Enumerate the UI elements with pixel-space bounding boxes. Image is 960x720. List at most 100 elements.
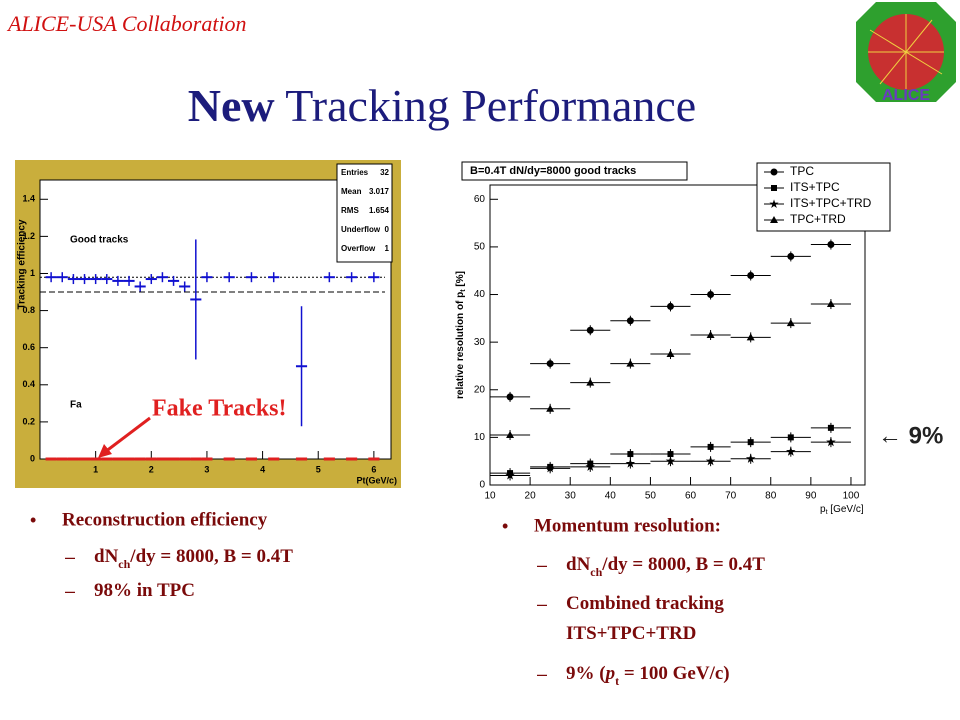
text-part: p	[820, 504, 826, 515]
dash: –	[65, 547, 75, 567]
legend-marker	[770, 168, 778, 176]
marker	[666, 302, 674, 310]
x-tick-label: 10	[484, 491, 496, 502]
y-tick-label: 0.6	[22, 342, 35, 352]
stats-label: Mean	[341, 187, 362, 196]
x-tick-label: 3	[204, 464, 209, 474]
text-part: t	[615, 674, 619, 688]
y-tick-label: 0.8	[22, 305, 35, 315]
marker	[626, 317, 634, 325]
y-tick-label: 0	[479, 480, 485, 491]
plot-area	[39, 179, 392, 460]
bullet: •	[30, 510, 36, 530]
sub-bullet-text: dNch/dy = 8000, B = 0.4T	[94, 546, 293, 570]
marker	[585, 461, 595, 471]
marker	[545, 463, 555, 473]
x-tick-label: 1	[93, 464, 98, 474]
x-tick-label: 5	[316, 464, 321, 474]
x-tick-label: 90	[805, 491, 817, 502]
text-part: Tracking Performance	[275, 80, 697, 131]
text-part: p	[604, 663, 616, 684]
marker	[665, 456, 676, 466]
text-part: [%]	[455, 271, 466, 289]
marker	[627, 451, 634, 458]
stats-value: 1.654	[369, 206, 390, 215]
callout-arrowhead	[98, 444, 112, 458]
y-tick-label: 60	[474, 194, 486, 205]
marker	[745, 453, 756, 463]
text-part: dN	[566, 554, 591, 575]
sub-bullet-text: ITS+TPC+TRD	[566, 623, 696, 644]
x-tick-label: 80	[765, 491, 777, 502]
stats-box	[336, 163, 393, 263]
logo: ALICE	[856, 2, 956, 104]
stats-label: RMS	[341, 206, 359, 215]
marker	[625, 458, 636, 468]
marker	[667, 451, 674, 458]
text-part: t	[826, 509, 828, 516]
legend-marker	[770, 216, 778, 223]
org-name: ALICE-USA Collaboration	[6, 11, 247, 36]
marker	[786, 319, 795, 327]
bullets: • Reconstruction efficiency– dNch/dy = 800…	[30, 509, 765, 687]
sub-bullet-text: Combined tracking	[566, 593, 724, 614]
y-tick-label: 50	[474, 242, 486, 253]
x-tick-label: 100	[843, 491, 860, 502]
y-tick-label: 1.4	[22, 194, 35, 204]
plot-area	[489, 184, 866, 486]
stats-value: 3.017	[369, 187, 390, 196]
marker	[707, 443, 714, 450]
sub-bullet-text: dNch/dy = 8000, B = 0.4T	[566, 554, 765, 578]
x-tick-label: 6	[371, 464, 376, 474]
y-tick-label: 0.4	[22, 379, 35, 389]
marker	[787, 434, 794, 441]
y-tick-label: 30	[474, 337, 486, 348]
marker	[626, 359, 635, 367]
x-tick-label: 4	[260, 464, 265, 474]
legend-label: ITS+TPC+TRD	[790, 196, 872, 210]
text-part: /dy = 8000, B = 0.4T	[601, 554, 765, 575]
marker	[586, 326, 594, 334]
annotation: Fa	[70, 400, 82, 411]
text-part: /dy = 8000, B = 0.4T	[129, 546, 293, 567]
chart-title: B=0.4T dN/dy=8000 good tracks	[470, 165, 636, 177]
text-part: ITS+TPC+TRD	[566, 623, 696, 644]
x-axis-label: pt [GeV/c]	[820, 504, 864, 517]
y-tick-label: 1	[30, 268, 35, 278]
y-tick-label: 1.2	[22, 231, 35, 241]
marker	[586, 378, 595, 386]
bullet-text: Momentum resolution:	[534, 515, 721, 536]
stats-label: Underflow	[341, 225, 381, 234]
callout: Fake Tracks!	[152, 396, 286, 422]
dash: –	[537, 664, 547, 684]
text-part: ch	[118, 557, 130, 571]
marker	[705, 456, 716, 466]
marker	[747, 271, 755, 279]
text-part: ch	[590, 565, 602, 579]
marker	[666, 350, 675, 358]
text-part: relative resolution of p	[455, 292, 466, 399]
y-tick-label: 0	[30, 453, 35, 463]
stats-label: Overflow	[341, 244, 376, 253]
text-part: [GeV/c]	[828, 504, 864, 515]
y-axis-label: Tracking efficiency	[17, 219, 28, 309]
text-part: t	[460, 289, 467, 292]
sub-bullet-text: 98% in TPC	[94, 580, 195, 601]
legend-label: ITS+TPC	[790, 180, 840, 194]
legend-label: TPC	[790, 164, 814, 178]
marker	[746, 333, 755, 341]
stats-value: 0	[385, 225, 390, 234]
dash: –	[65, 581, 75, 601]
y-axis-label: relative resolution of pt [%]	[455, 271, 468, 399]
bullet: •	[502, 516, 508, 536]
slide-title: New Tracking Performance	[188, 80, 696, 131]
marker	[786, 446, 796, 456]
marker	[706, 331, 715, 338]
legend-label: TPC+TRD	[790, 212, 846, 226]
text-part: 9% (	[566, 663, 606, 684]
y-tick-label: 10	[474, 432, 486, 443]
x-tick-label: 50	[645, 491, 657, 502]
legend-marker: ★	[769, 197, 780, 211]
